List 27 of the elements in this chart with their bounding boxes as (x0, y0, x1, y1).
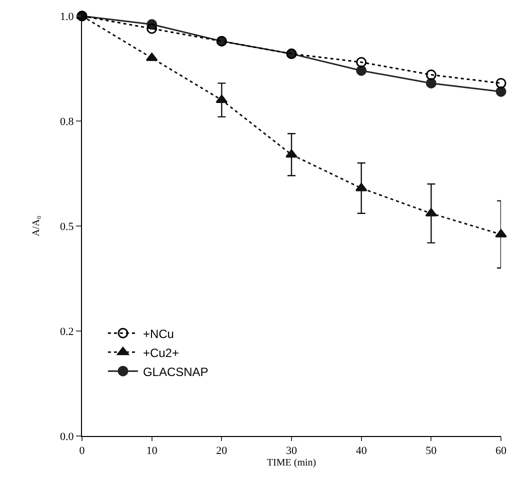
point (356, 65, 367, 76)
y-tick-label: 0.0 (60, 430, 74, 443)
x-axis-title: TIME (min) (266, 458, 316, 469)
point (146, 23, 158, 34)
legend-label: +NCu (142, 326, 174, 341)
point (426, 78, 436, 88)
x-tick-label: 0 (79, 445, 86, 458)
point (426, 70, 436, 80)
x-tick-label: 60 (496, 445, 507, 458)
y-axis-title: A/A₀ (31, 215, 42, 236)
point (496, 86, 506, 97)
y-tick-label: 0.2 (60, 326, 74, 338)
legend-label: GLACSNAP (142, 364, 208, 379)
x-tick-label: 40 (356, 445, 368, 458)
point (356, 56, 367, 68)
x-tick-label: 50 (426, 445, 438, 458)
y-tick-label: 0.5 (60, 220, 74, 233)
x-tick-label: 10 (146, 445, 158, 458)
point (495, 229, 507, 238)
legend-label: +Cu2+ (142, 346, 179, 360)
point (496, 78, 506, 88)
y-tick-label: 1.0 (60, 10, 74, 23)
x-tick-label: 30 (286, 445, 298, 458)
point (286, 149, 298, 158)
point (355, 182, 368, 192)
y-tick-label: 0.8 (60, 116, 74, 128)
x-tick-label: 20 (216, 445, 228, 458)
